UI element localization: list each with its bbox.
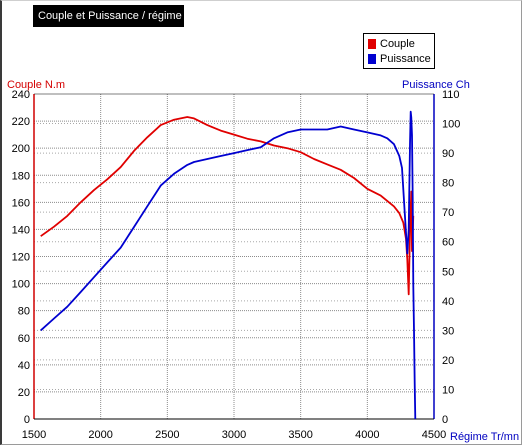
left-axis-label: Couple N.m (7, 79, 65, 91)
x-tick-label: 2500 (155, 429, 179, 441)
y2-tick-label: 90 (442, 148, 454, 160)
legend-swatch-couple (368, 39, 376, 49)
y2-tick-label: 40 (442, 296, 454, 308)
legend: Couple Puissance (363, 33, 435, 69)
y-tick-label: 240 (12, 89, 30, 101)
y-tick-label: 120 (12, 252, 30, 264)
y-tick-label: 0 (24, 414, 30, 426)
x-tick-label: 2000 (88, 429, 112, 441)
y-tick-label: 80 (18, 306, 30, 318)
y-tick-label: 140 (12, 224, 30, 236)
y2-tick-label: 10 (442, 384, 454, 396)
x-tick-label: 4000 (355, 429, 379, 441)
y2-tick-label: 70 (442, 207, 454, 219)
y2-tick-label: 100 (442, 119, 460, 131)
x-tick-label: 1500 (22, 429, 46, 441)
series-lines (40, 110, 417, 420)
y-tick-label: 40 (18, 360, 30, 372)
y2-tick-label: 60 (442, 237, 454, 249)
x-axis-label: Régime Tr/mn (450, 431, 519, 443)
y-tick-label: 180 (12, 170, 30, 182)
y2-tick-label: 0 (442, 414, 448, 426)
legend-label-couple: Couple (380, 38, 415, 50)
right-axis-label: Puissance Ch (402, 79, 470, 91)
y-tick-label: 160 (12, 197, 30, 209)
y-tick-label: 60 (18, 333, 30, 345)
legend-swatch-puissance (368, 54, 376, 64)
chart-title: Couple et Puissance / régime (33, 5, 184, 27)
y2-tick-label: 110 (442, 89, 460, 101)
x-tick-label: 3500 (288, 429, 312, 441)
y-tick-label: 100 (12, 279, 30, 291)
y2-tick-label: 80 (442, 178, 454, 190)
axes (33, 93, 435, 420)
y-tick-label: 200 (12, 143, 30, 155)
y-tick-label: 20 (18, 387, 30, 399)
y2-tick-label: 30 (442, 325, 454, 337)
y-tick-label: 220 (12, 116, 30, 128)
grid (34, 94, 434, 419)
tick-labels: 1500 2000 2500 3000 3500 4000 4500020406080100… (12, 89, 461, 441)
y2-tick-label: 50 (442, 266, 454, 278)
series-line-puissance (40, 110, 417, 420)
y2-tick-label: 20 (442, 355, 454, 367)
legend-label-puissance: Puissance (380, 53, 431, 65)
x-tick-label: 4500 (422, 429, 446, 441)
x-tick-label: 3000 (222, 429, 246, 441)
